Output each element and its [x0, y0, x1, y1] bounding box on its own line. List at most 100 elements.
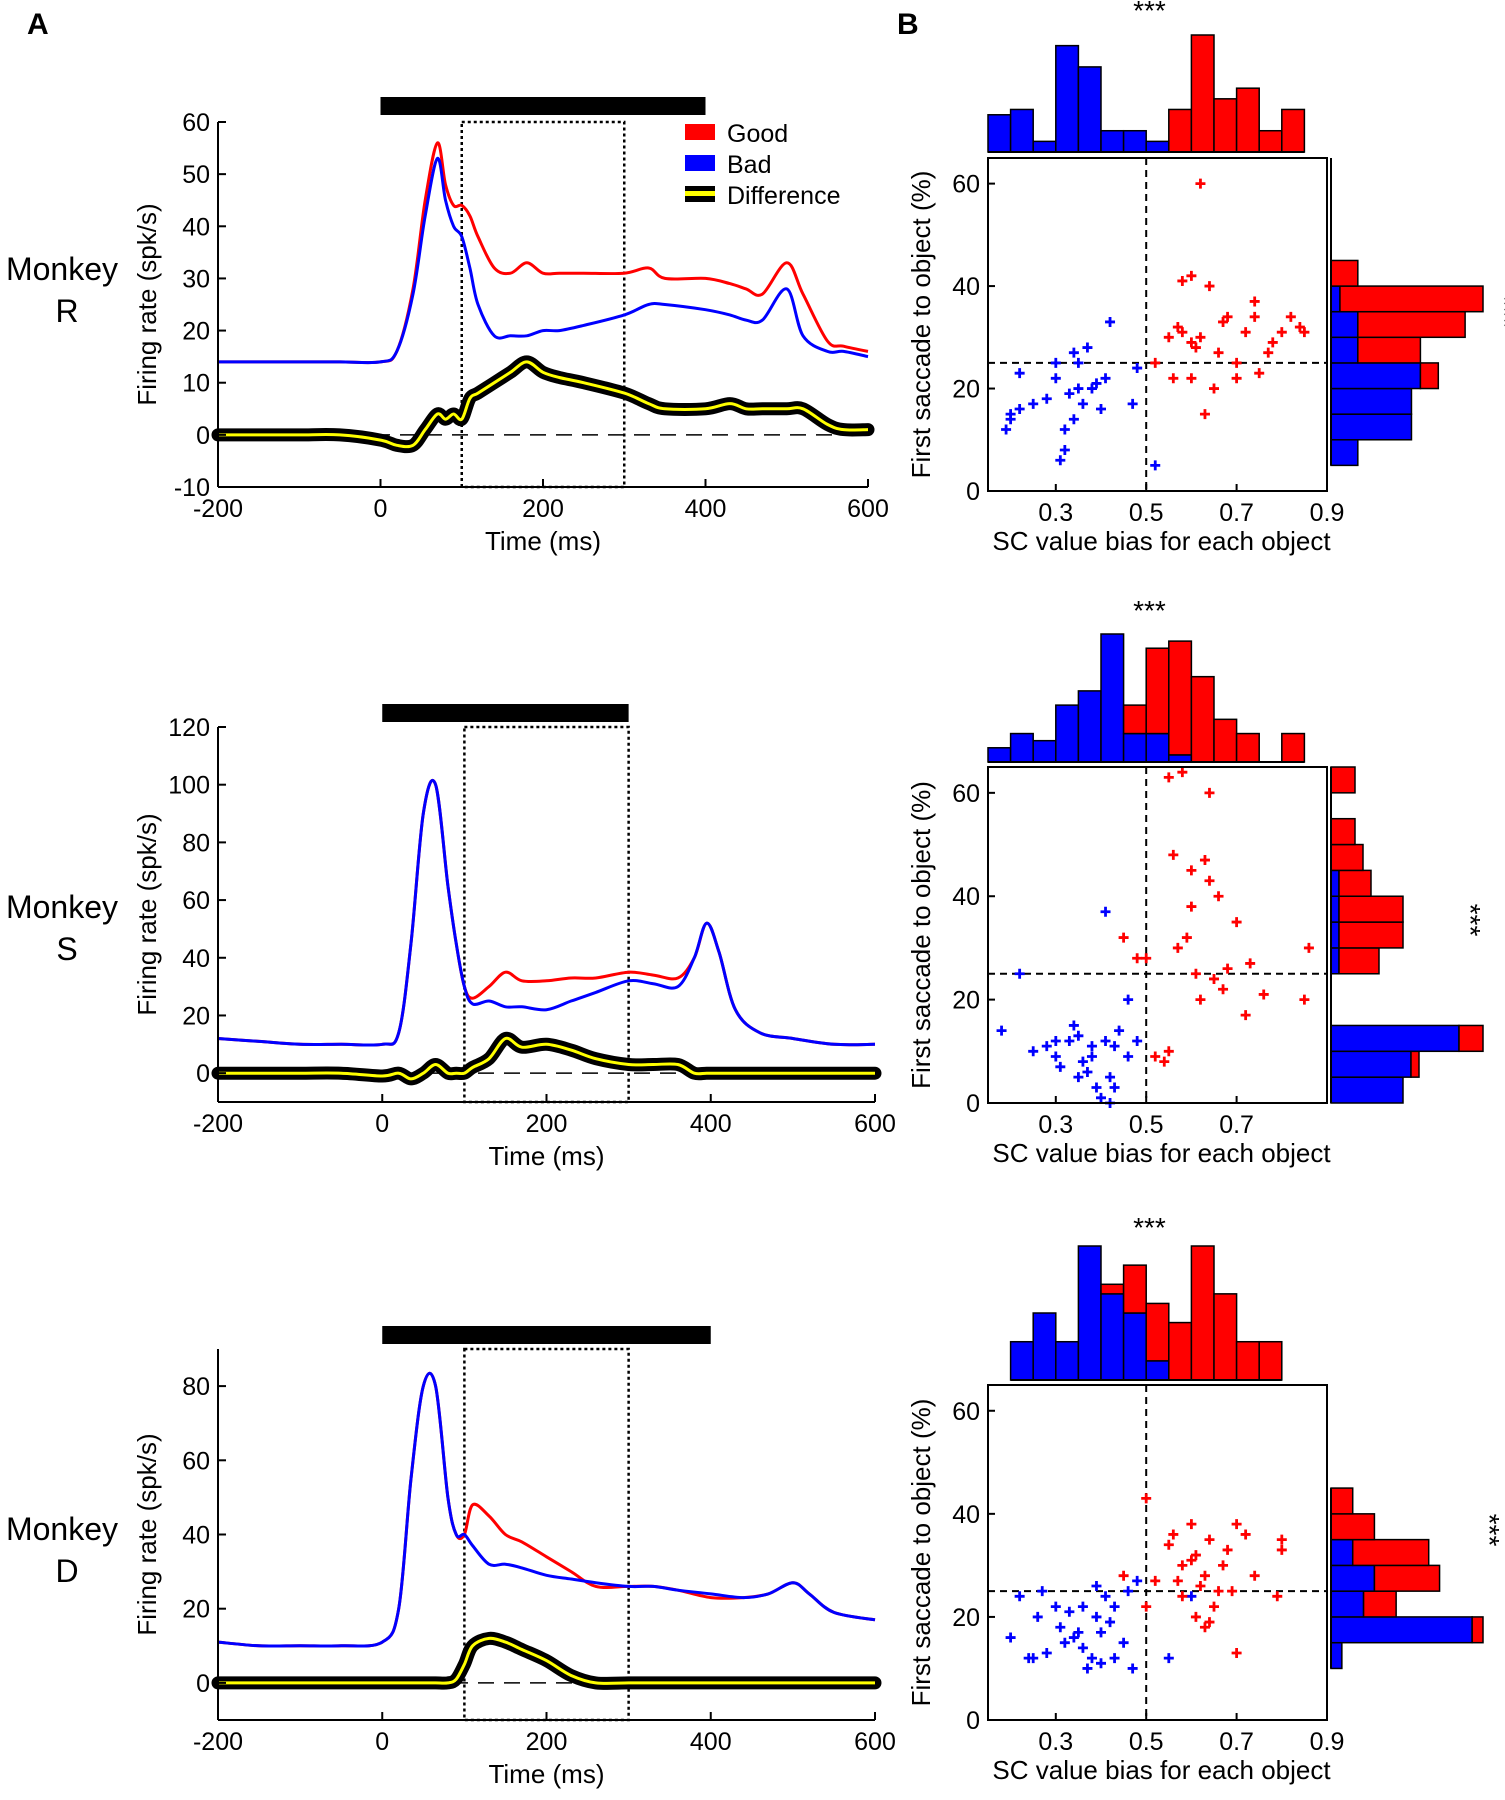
- point-bad: [1096, 1658, 1106, 1669]
- point-good: [1163, 772, 1174, 783]
- x-tick-label: 0.9: [1310, 1728, 1345, 1756]
- point-bad: [1041, 393, 1052, 404]
- point-bad: [1028, 398, 1039, 409]
- point-bad: [1118, 1637, 1129, 1648]
- point-good: [1204, 1617, 1215, 1628]
- hist-top-bad-bar: [1055, 1340, 1080, 1381]
- point-good: [1186, 270, 1197, 281]
- point-good: [1150, 357, 1161, 368]
- point-good: [1177, 1560, 1188, 1571]
- y-tick-label: 50: [182, 161, 210, 189]
- legend-swatch-bad: [685, 155, 715, 171]
- y-tick-label: 60: [182, 109, 210, 137]
- point-good: [1209, 383, 1219, 394]
- x-tick-label: 600: [854, 1728, 896, 1756]
- point-bad: [1014, 404, 1025, 415]
- point-good: [1240, 1529, 1251, 1540]
- point-bad: [1100, 1591, 1111, 1602]
- y-tick-label: 60: [952, 171, 980, 199]
- hist-top-good-bar: [1258, 129, 1283, 153]
- hist-top-good-bar: [1213, 98, 1238, 153]
- point-bad: [1073, 357, 1084, 368]
- monkey-s-label-1: Monkey: [6, 889, 118, 925]
- point-bad: [1041, 1648, 1052, 1658]
- stimulus-bar: [382, 1326, 711, 1344]
- point-bad: [1086, 1041, 1097, 1052]
- y-tick-label: 40: [952, 883, 980, 911]
- y-tick-label: 0: [966, 1090, 980, 1118]
- hist-top-bad-bar: [1032, 140, 1057, 153]
- hist-top-bad-bar: [1077, 690, 1102, 763]
- hist-side-bad-bar: [1330, 1590, 1365, 1618]
- point-bad: [1050, 1035, 1061, 1046]
- point-good: [1168, 1529, 1179, 1540]
- point-bad: [1028, 1653, 1039, 1664]
- x-tick-label: 0.3: [1038, 1728, 1073, 1756]
- point-good: [1118, 1570, 1129, 1581]
- point-bad: [1059, 1637, 1070, 1648]
- series-good-line: [217, 778, 876, 1047]
- point-good: [1141, 1493, 1152, 1504]
- y-axis-label: Firing rate (spk/s): [132, 203, 162, 405]
- x-axis-label: SC value bias for each object: [992, 526, 1331, 556]
- y-tick-label: 40: [952, 273, 980, 301]
- point-bad: [1064, 1606, 1075, 1617]
- analysis-window: [463, 725, 630, 1104]
- point-bad: [1041, 1041, 1052, 1052]
- x-tick-label: 0.7: [1219, 1111, 1254, 1139]
- hist-side-bad-bar: [1330, 413, 1413, 441]
- point-bad: [1123, 1051, 1134, 1062]
- point-good: [1222, 1544, 1233, 1555]
- point-good: [1213, 1586, 1224, 1597]
- monkey-r-label-2: R: [55, 293, 78, 329]
- y-tick-label: 20: [952, 987, 980, 1015]
- hist-top-good-bar: [1258, 1340, 1283, 1381]
- monkey-d-label-1: Monkey: [6, 1511, 118, 1547]
- point-bad: [1082, 342, 1093, 353]
- hist-top-bad-bar: [1145, 1360, 1170, 1381]
- hist-top-good-bar: [1235, 87, 1260, 153]
- point-bad: [1014, 968, 1025, 979]
- hist-top-good-bar: [1213, 718, 1238, 763]
- hist-top-bad-bar: [1100, 1293, 1125, 1381]
- point-bad: [1109, 1601, 1120, 1612]
- y-tick-label: -10: [174, 474, 210, 502]
- hist-top-bad-bar: [1032, 1312, 1057, 1381]
- significance-top: ***: [1133, 1212, 1166, 1243]
- y-tick-label: 0: [196, 1670, 210, 1698]
- hist-side-good-bar: [1338, 869, 1372, 897]
- hist-top-good-bar: [1168, 108, 1193, 153]
- plot-frame: [987, 157, 1328, 492]
- point-good: [1299, 994, 1310, 1005]
- legend-label-good: Good: [727, 120, 788, 148]
- point-bad: [1073, 1030, 1084, 1041]
- x-tick-label: 0: [375, 1110, 389, 1138]
- hist-side-bad-bar: [1330, 1641, 1343, 1670]
- point-good: [1177, 327, 1188, 338]
- y-tick-label: 20: [182, 1002, 210, 1030]
- point-good: [1204, 1534, 1215, 1545]
- hist-side-good-bar: [1362, 1590, 1397, 1618]
- hist-top-bad-bar: [987, 747, 1012, 763]
- significance-top: ***: [1133, 0, 1166, 26]
- hist-side-bad-bar: [1330, 362, 1422, 390]
- point-good: [1213, 347, 1224, 358]
- point-bad: [1037, 1586, 1048, 1597]
- x-tick-label: 200: [526, 1728, 568, 1756]
- point-good: [1186, 865, 1197, 876]
- point-good: [1231, 917, 1242, 928]
- point-good: [1199, 1570, 1210, 1581]
- point-bad: [1123, 1586, 1134, 1597]
- point-good: [1272, 1591, 1283, 1602]
- x-tick-label: 600: [847, 495, 889, 523]
- hist-top-good-bar: [1190, 675, 1215, 763]
- legend: Good Bad Difference: [685, 120, 841, 210]
- hist-side-good-bar: [1338, 947, 1380, 975]
- point-bad: [1091, 1581, 1102, 1591]
- monkey-d-label-2: D: [55, 1553, 78, 1589]
- hist-top-bad-bar: [1100, 633, 1125, 763]
- point-bad: [1055, 455, 1066, 466]
- legend-label-bad: Bad: [727, 151, 771, 179]
- point-bad: [1127, 1663, 1138, 1674]
